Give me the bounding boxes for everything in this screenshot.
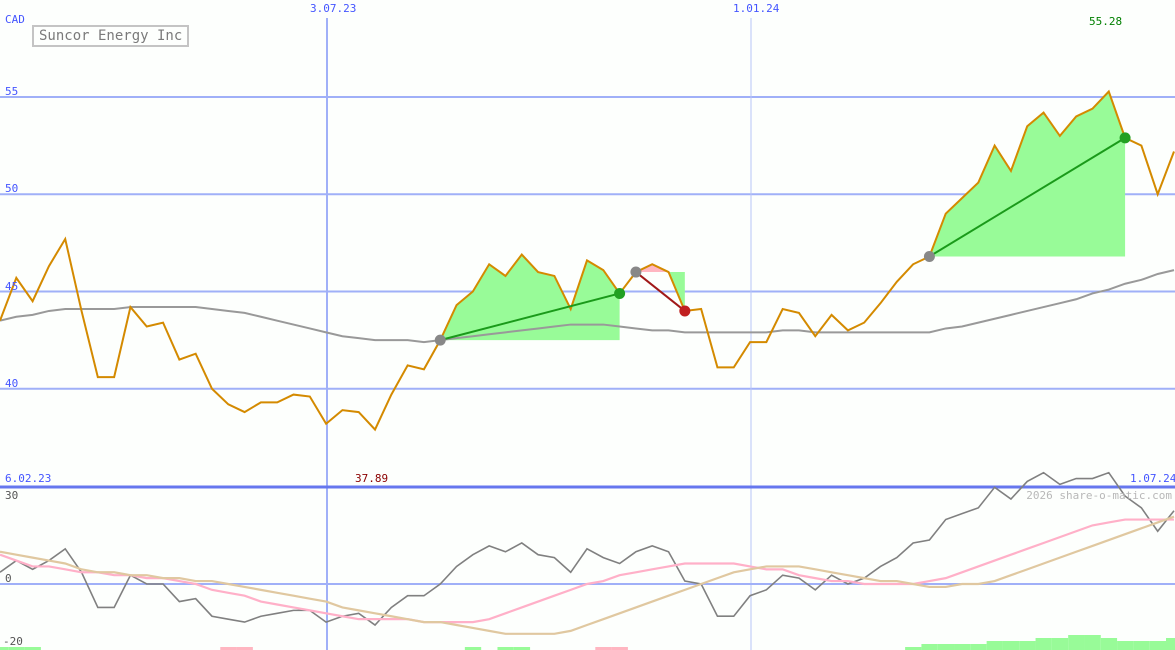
indicator-bar [0, 647, 9, 650]
trade-profit-area [929, 91, 1126, 257]
trade-exit-marker [614, 287, 626, 299]
trade-line [635, 271, 686, 312]
watermark: 2026 share-o-matic.com [1026, 489, 1172, 502]
indicator-bar [1051, 638, 1069, 650]
y-axis-unit: CAD [5, 13, 25, 26]
y-tick-label: 40 [5, 377, 19, 390]
indicator-bar [937, 644, 955, 650]
trade-entry-marker [630, 266, 642, 278]
indicator-bar [1149, 641, 1166, 650]
indicator-bar [1019, 641, 1036, 650]
trade-exit-marker [679, 305, 691, 317]
x-tick-label: 1.07.24 [1130, 472, 1175, 485]
indicator-bar [8, 647, 25, 650]
indicator-bar [1068, 635, 1085, 650]
indicator-bar [1117, 641, 1134, 650]
indicator-bar [970, 644, 987, 650]
trade-line [439, 292, 620, 342]
x-tick-label: 6.02.23 [5, 472, 52, 485]
max-price-label: 55.28 [1089, 15, 1123, 28]
indicator-line [0, 518, 1174, 624]
trade-exit-marker [1119, 132, 1131, 144]
y-tick-label: 50 [5, 182, 19, 195]
min-price-label: 37.89 [355, 472, 389, 485]
indicator-bar [986, 641, 1003, 650]
indicator-tick-label: 30 [5, 489, 19, 502]
indicator-bar [1084, 635, 1101, 650]
x-tick-label: 3.07.23 [310, 2, 357, 15]
x-tick-label: 1.01.24 [733, 2, 780, 15]
moving-average-line [0, 269, 1175, 344]
indicator-bar [921, 644, 938, 650]
indicator-tick-label: -20 [3, 635, 23, 648]
indicator-bar [497, 647, 514, 650]
y-tick-label: 45 [5, 280, 19, 293]
indicator-bar [1002, 641, 1020, 650]
indicator-bar [595, 647, 612, 650]
indicator-bar [1133, 641, 1150, 650]
indicator-bar [220, 647, 237, 650]
indicator-bar [513, 647, 531, 650]
trade-profit-area [635, 264, 685, 311]
indicator-bar [24, 647, 41, 650]
y-tick-label: 55 [5, 85, 19, 98]
trade-entry-marker [923, 250, 935, 262]
indicator-bar [611, 647, 628, 650]
indicator-line [0, 471, 1175, 627]
indicator-bar [1035, 638, 1052, 650]
price-line [0, 89, 1175, 432]
trade-profit-area [440, 254, 620, 341]
indicator-bar [464, 647, 482, 650]
indicator-bar [1100, 638, 1118, 650]
indicator-bar [1166, 638, 1175, 650]
indicator-line [0, 515, 1175, 635]
indicator-tick-label: 0 [5, 572, 12, 585]
indicator-bar [954, 644, 971, 650]
indicator-bar [905, 647, 922, 650]
trade-line [928, 136, 1126, 258]
trade-entry-marker [434, 334, 446, 346]
indicator-bar [236, 647, 253, 650]
chart-title: Suncor Energy Inc [32, 25, 190, 47]
